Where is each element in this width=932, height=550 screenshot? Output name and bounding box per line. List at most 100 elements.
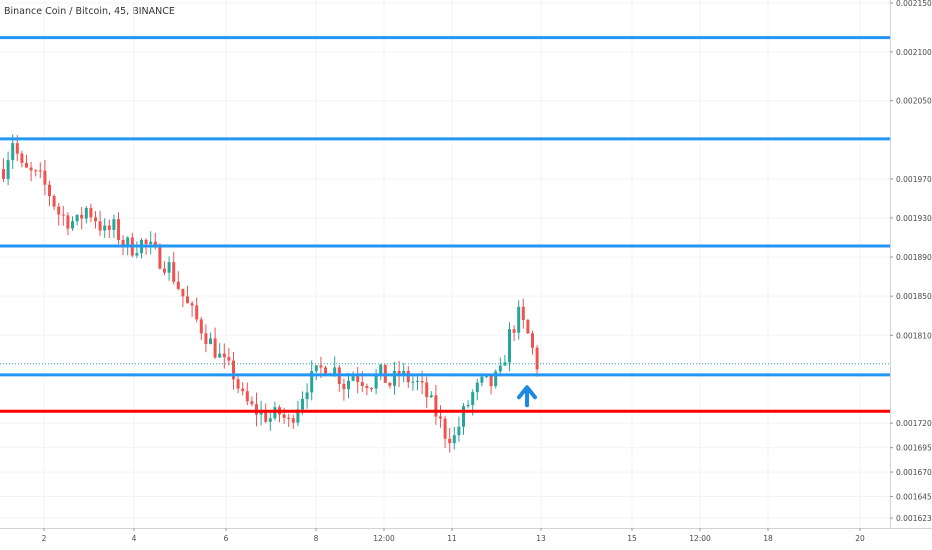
candle-down xyxy=(535,347,539,370)
candle-up xyxy=(268,418,272,422)
candle-down xyxy=(117,219,120,240)
candle-down xyxy=(291,418,295,423)
price-axis-bg xyxy=(890,0,932,550)
candle-down xyxy=(443,418,447,439)
candle-down xyxy=(319,365,323,368)
candle-up xyxy=(517,306,521,333)
candle-up xyxy=(374,375,378,389)
candle-down xyxy=(264,410,268,422)
candle-down xyxy=(163,268,166,273)
candle-up xyxy=(393,370,396,386)
candle-up xyxy=(351,376,355,381)
candle-down xyxy=(34,170,38,172)
candle-down xyxy=(526,320,530,334)
x-tick-label: 8 xyxy=(314,534,319,543)
candle-up xyxy=(416,380,419,382)
x-tick-label: 13 xyxy=(536,534,546,543)
candle-up xyxy=(296,409,300,423)
candle-down xyxy=(365,386,369,389)
candle-down xyxy=(227,357,231,361)
candle-up xyxy=(466,404,470,407)
x-tick-label: 12:00 xyxy=(689,534,711,543)
candle-down xyxy=(121,239,125,246)
candle-down xyxy=(52,196,56,207)
up-arrow-icon xyxy=(517,385,537,408)
candle-down xyxy=(25,162,28,168)
candle-down xyxy=(107,225,111,230)
candle-up xyxy=(6,160,10,179)
candle-up xyxy=(494,371,498,387)
candle-up xyxy=(333,367,337,375)
candle-up xyxy=(167,262,171,273)
candle-down xyxy=(222,353,226,358)
candle-down xyxy=(144,239,148,245)
candle-down xyxy=(250,401,254,405)
candle-up xyxy=(498,365,502,372)
candle-up xyxy=(209,338,212,345)
candle-down xyxy=(439,416,442,419)
candles xyxy=(2,134,539,453)
candle-up xyxy=(379,364,383,376)
candle-down xyxy=(48,184,51,197)
candle-up xyxy=(218,353,222,358)
candle-up xyxy=(508,329,511,363)
candle-down xyxy=(172,262,176,282)
candle-up xyxy=(11,143,15,161)
candle-down xyxy=(282,414,286,418)
candle-down xyxy=(186,296,189,304)
candle-down xyxy=(158,246,162,269)
candle-up xyxy=(402,370,406,376)
horizontal-levels[interactable]: 0.00211460.00201100.00190130.00176950.00… xyxy=(0,31,932,418)
candle-down xyxy=(195,305,199,320)
candle-down xyxy=(29,167,33,171)
candle-down xyxy=(38,170,42,172)
candle-up xyxy=(411,381,415,383)
candle-down xyxy=(94,217,97,222)
candle-up xyxy=(310,371,314,393)
candle-down xyxy=(324,367,327,374)
candle-down xyxy=(397,370,401,376)
candle-down xyxy=(512,329,516,333)
candle-down xyxy=(181,288,185,297)
candle-down xyxy=(153,241,157,247)
candle-up xyxy=(475,382,479,393)
time-axis[interactable]: 2 4 6 8 12:00 11 13 15 12:00 18 20 xyxy=(0,528,932,543)
x-tick-label: 18 xyxy=(763,534,773,543)
candle-up xyxy=(429,395,433,398)
candle-down xyxy=(190,303,194,306)
candle-up xyxy=(112,219,116,230)
candle-up xyxy=(471,392,475,405)
candle-up xyxy=(457,426,461,436)
candle-down xyxy=(57,206,61,215)
candle-up xyxy=(103,225,107,231)
candle-up xyxy=(71,221,74,229)
candle-up xyxy=(462,406,465,427)
candle-down xyxy=(342,383,346,390)
candle-down xyxy=(531,333,534,348)
candle-down xyxy=(489,375,493,387)
candle-down xyxy=(20,153,24,163)
candle-up xyxy=(305,392,309,400)
x-tick-label: 11 xyxy=(447,534,457,543)
candle-down xyxy=(448,438,452,444)
candle-down xyxy=(204,333,208,345)
candle-down xyxy=(406,370,410,383)
candle-down xyxy=(370,388,373,390)
candle-up xyxy=(84,207,88,219)
x-tick-label: 15 xyxy=(627,534,637,543)
candle-down xyxy=(255,404,258,415)
candle-up xyxy=(149,241,153,245)
y-tick-label: 0.0016230 xyxy=(896,514,932,523)
